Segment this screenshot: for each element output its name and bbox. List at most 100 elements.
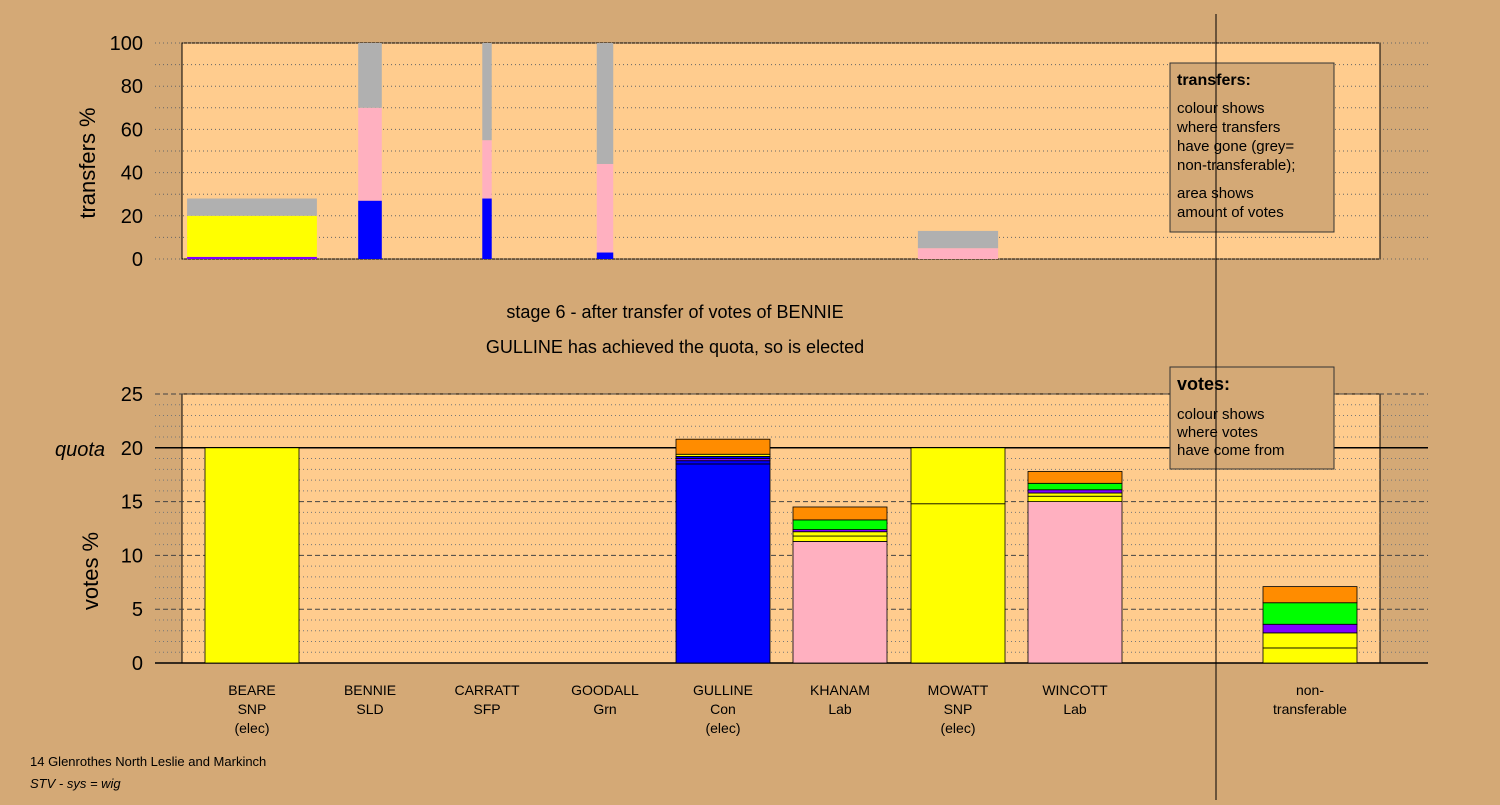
y-tick-label: 60 (121, 119, 143, 141)
transfers-panel: 0 20 40 60 80 100 transfers % transfers: colo… (75, 33, 1428, 271)
vote-segment-lab (1027, 501, 1123, 664)
candidate-label-line: Con (710, 701, 736, 717)
transfers-legend-line: colour shows (1177, 100, 1265, 117)
y-tick-label: 10 (121, 545, 143, 567)
y-tick-label: 0 (132, 653, 143, 675)
transfers-legend-line: where transfers (1176, 119, 1280, 136)
candidate-label-line: (elec) (234, 720, 269, 736)
candidate-label-line: SLD (356, 701, 383, 717)
y-tick-label: 80 (121, 76, 143, 98)
vote-segment-grn (1027, 482, 1123, 491)
transfers-legend-line: non-transferable); (1177, 157, 1295, 174)
transfer-segment-nontransferable (187, 205, 317, 216)
transfer-segment-nontransferable (482, 43, 492, 141)
candidate-labels: BEARE SNP (elec) BENNIE SLD CARRATT SFP GOODALL… (228, 682, 1347, 736)
candidate-label-line: BEARE (228, 682, 275, 698)
candidate-label-line: CARRATT (454, 682, 520, 698)
votes-legend-title: votes: (1177, 374, 1230, 394)
candidate-label: BENNIE SLD (344, 682, 396, 717)
candidate-label-line: (elec) (940, 720, 975, 736)
candidate-label-line: SFP (473, 701, 500, 717)
y-tick-label: 5 (132, 599, 143, 621)
y-tick-label: 100 (110, 33, 143, 55)
transfer-segment-snp (187, 252, 317, 257)
candidate-label-line: BENNIE (344, 682, 396, 698)
transfer-segment-lab (917, 248, 999, 259)
y-tick-label: 40 (121, 163, 143, 185)
vote-segment-snp (1027, 495, 1123, 503)
vote-segment-snp (1027, 492, 1123, 497)
votes-panel: 0 5 10 15 20 25 votes % quota votes: colour s… (55, 366, 1428, 675)
footer-system: STV - sys = wig (30, 776, 121, 791)
transfer-segment-lab (358, 107, 382, 201)
vote-segment-snp (910, 503, 1006, 664)
votes-legend-line: have come from (1177, 442, 1285, 459)
candidate-label-line: SNP (238, 701, 267, 717)
y-tick-label: 25 (121, 384, 143, 406)
stage-subtitle: GULLINE has achieved the quota, so is el… (486, 337, 864, 357)
vote-segment-sfp (792, 506, 888, 521)
transfers-legend-box (1169, 62, 1335, 233)
y-tick-label: 20 (121, 438, 143, 460)
transfer-segment-lab (482, 140, 492, 199)
y-tick-label: 15 (121, 492, 143, 514)
transfer-segment-con (358, 200, 382, 259)
candidate-label: CARRATT SFP (454, 682, 520, 717)
vote-segment-sld (1262, 623, 1358, 634)
transfers-legend-line: have gone (grey= (1177, 138, 1294, 155)
candidate-label: non-transferable (1273, 682, 1347, 717)
transfer-segment-nontransferable (596, 43, 614, 164)
candidate-label: GULLINE Con (elec) (693, 682, 753, 736)
votes-y-axis-label: votes % (78, 532, 103, 610)
votes-legend-line: colour shows (1177, 406, 1265, 423)
candidate-label-line: SNP (944, 701, 973, 717)
transfer-segment-nontransferable (917, 230, 999, 249)
vote-segment-snp (792, 531, 888, 537)
transfers-legend: transfers: colour shows where transfers … (1169, 62, 1335, 233)
vote-segment-snp (910, 447, 1006, 505)
candidate-label: KHANAM Lab (810, 682, 870, 717)
vote-segment-sfp (1262, 586, 1358, 604)
candidate-label: GOODALL Grn (571, 682, 639, 717)
candidate-label-line: MOWATT (928, 682, 989, 698)
candidate-label-line: WINCOTT (1042, 682, 1108, 698)
stage-title: stage 6 - after transfer of votes of BEN… (506, 302, 843, 322)
votes-y-ticks: 0 5 10 15 20 25 (121, 384, 143, 675)
transfer-segment-sld (187, 256, 317, 259)
vote-segment-con (675, 463, 771, 664)
vote-segment-snp (204, 447, 300, 664)
vote-segment-grn (1262, 602, 1358, 625)
votes-legend-line: where votes (1176, 424, 1258, 441)
vote-segment-snp (1262, 632, 1358, 649)
vote-segment-lab (792, 541, 888, 664)
y-tick-label: 20 (121, 206, 143, 228)
candidate-label: BEARE SNP (elec) (228, 682, 275, 736)
footer-constituency: 14 Glenrothes North Leslie and Markinch (30, 754, 266, 769)
transfer-segment-con (596, 252, 614, 259)
votes-legend-box (1169, 366, 1335, 470)
transfer-segment-con (482, 198, 492, 259)
candidate-label-line: Grn (593, 701, 616, 717)
candidate-label: WINCOTT Lab (1042, 682, 1108, 717)
candidate-label-line: Lab (828, 701, 852, 717)
transfers-legend-line: amount of votes (1177, 204, 1284, 221)
transfer-segment-lab (596, 163, 614, 253)
candidate-label-line: GOODALL (571, 682, 639, 698)
transfer-segment-nontransferable (358, 43, 382, 108)
vote-segment-snp (1262, 647, 1358, 664)
quota-label: quota (55, 439, 105, 461)
transfer-segment-snp (187, 215, 317, 253)
transfers-legend-title: transfers: (1177, 72, 1251, 89)
votes-legend: votes: colour shows where votes have com… (1169, 366, 1335, 470)
candidate-label-line: Lab (1063, 701, 1087, 717)
candidate-label: MOWATT SNP (elec) (928, 682, 989, 736)
vote-segment-sfp (675, 438, 771, 455)
y-tick-label: 0 (132, 249, 143, 271)
candidate-label-line: KHANAM (810, 682, 870, 698)
candidate-label-line: (elec) (705, 720, 740, 736)
transfers-y-axis-label: transfers % (75, 107, 100, 218)
vote-segment-grn (792, 519, 888, 530)
transfer-segment-nontransferable (187, 198, 317, 205)
vote-segment-snp (792, 535, 888, 542)
